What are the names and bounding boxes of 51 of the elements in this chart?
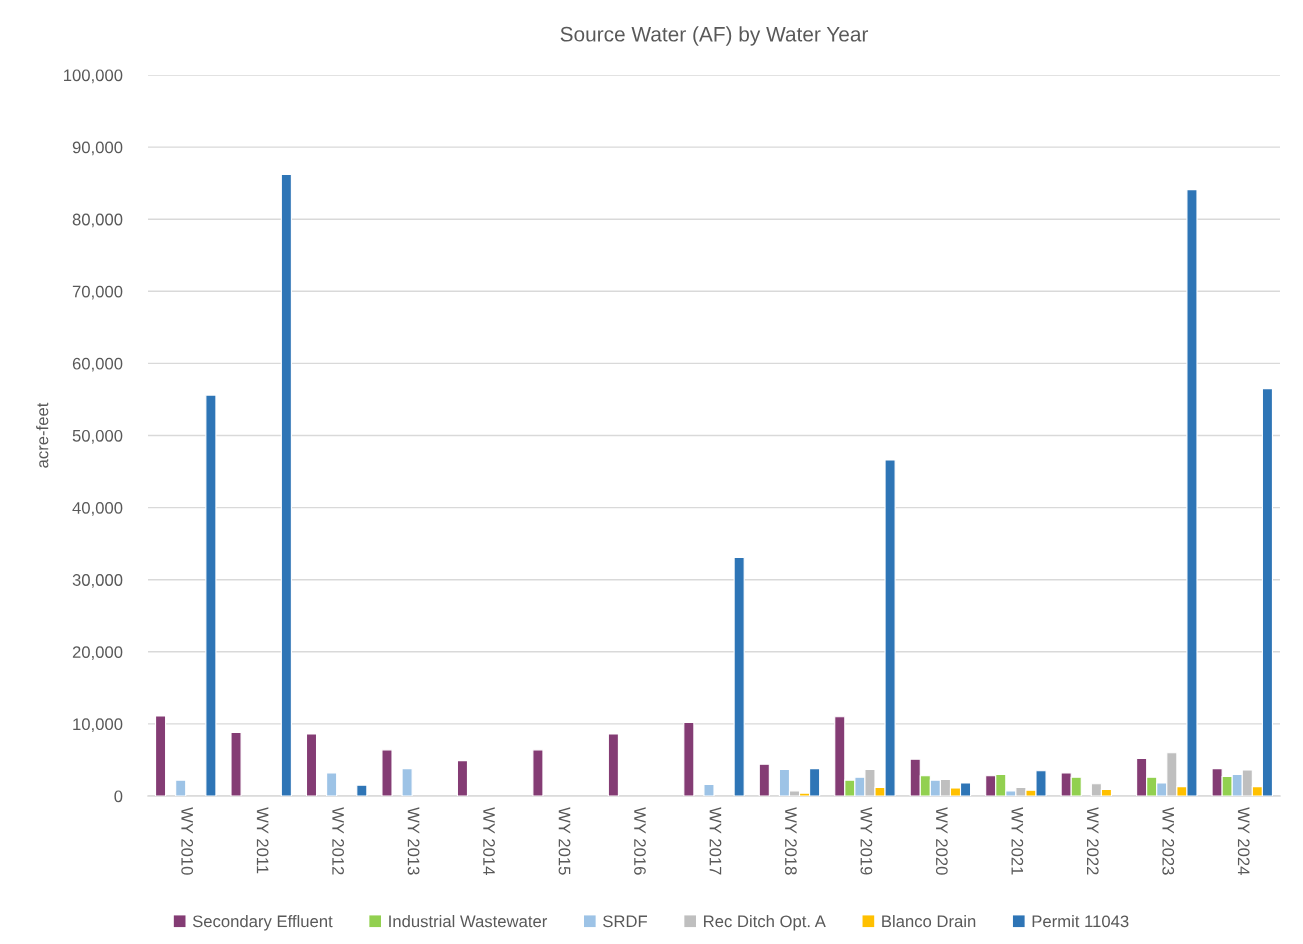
y-tick-label: 60,000 <box>72 357 123 372</box>
bar <box>175 779 187 796</box>
y-tick-label: 20,000 <box>72 646 123 660</box>
legend-label: Blanco Drain <box>882 915 976 928</box>
y-tick-label: 100,000 <box>64 69 123 84</box>
bar <box>154 715 167 796</box>
bar <box>733 556 745 796</box>
x-tick-label: WY 2011 <box>256 807 269 874</box>
y-tick-label: 90,000 <box>72 141 123 156</box>
bar <box>758 763 770 796</box>
bar <box>205 394 217 796</box>
x-tick-label: WY 2017 <box>709 807 722 875</box>
y-tick-label: 70,000 <box>72 285 123 300</box>
y-tick-label: 0 <box>114 790 123 803</box>
y-tick-label: 40,000 <box>72 502 123 516</box>
y-tick-label: 80,000 <box>72 213 123 228</box>
x-tick-label: WY 2022 <box>1086 807 1099 875</box>
x-tick-label: WY 2023 <box>1162 807 1175 875</box>
y-tick-label: 30,000 <box>72 574 123 588</box>
bar <box>703 783 715 796</box>
bar <box>456 760 469 796</box>
x-tick-label: WY 2024 <box>1237 807 1250 875</box>
x-tick-label: WY 2019 <box>860 807 873 875</box>
bar <box>230 731 242 796</box>
legend-label: Permit 11043 <box>1032 915 1129 928</box>
bar <box>326 772 338 796</box>
x-tick-label: WY 2021 <box>1011 807 1024 875</box>
y-axis-title: acre-feet <box>36 402 49 468</box>
x-tick-label: WY 2020 <box>935 807 948 875</box>
legend-label: Secondary Effluent <box>192 915 333 931</box>
bar <box>532 749 544 796</box>
x-tick-label: WY 2015 <box>558 807 571 875</box>
legend-label: Rec Ditch Opt. A <box>704 915 826 931</box>
bar <box>683 721 695 796</box>
chart-title: Source Water (AF) by Water Year <box>560 26 869 46</box>
x-tick-label: WY 2013 <box>407 807 420 875</box>
bar <box>607 733 619 796</box>
legend-label: Industrial Wastewater <box>389 915 548 928</box>
bar <box>401 768 413 796</box>
x-tick-label: WY 2012 <box>332 807 344 875</box>
y-tick-label: 10,000 <box>73 718 123 733</box>
bar <box>305 733 318 796</box>
x-tick-label: WY 2016 <box>634 807 646 875</box>
bar <box>381 749 393 796</box>
y-tick-label: 50,000 <box>72 429 123 444</box>
bar <box>280 173 292 796</box>
x-tick-label: WY 2018 <box>784 807 797 875</box>
legend-label: SRDF <box>603 915 647 928</box>
x-tick-label: WY 2010 <box>181 807 194 875</box>
x-tick-label: WY 2014 <box>483 807 495 875</box>
bar <box>356 784 368 796</box>
